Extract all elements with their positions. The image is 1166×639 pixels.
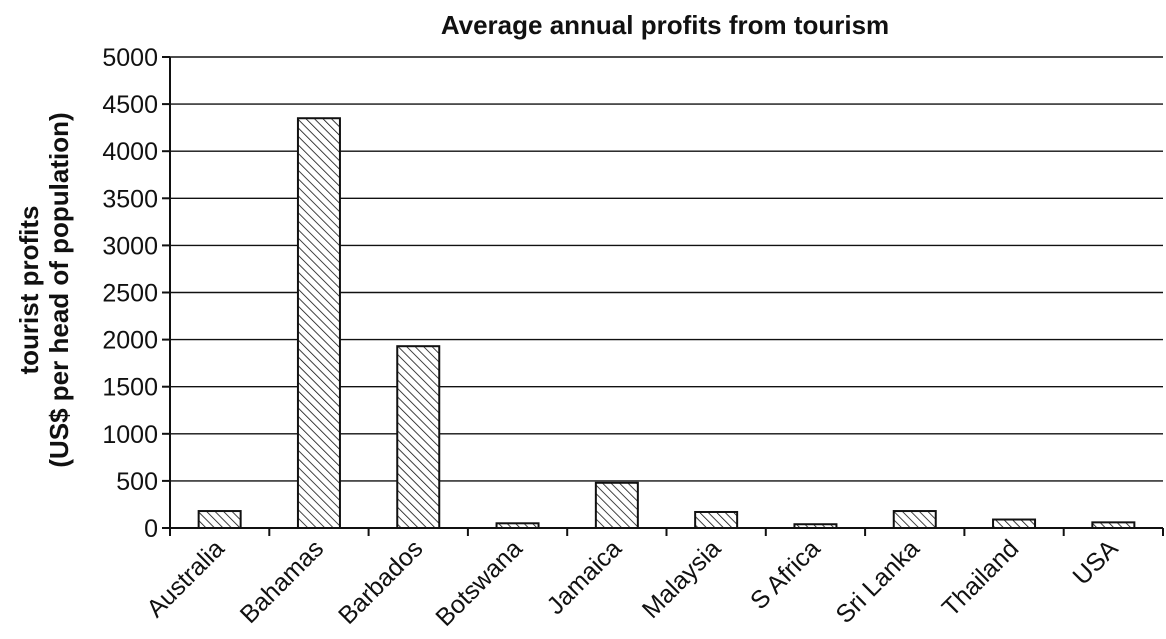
x-tick-label: Jamaica — [541, 534, 627, 620]
chart-title: Average annual profits from tourism — [441, 10, 889, 40]
y-tick-label: 1000 — [102, 421, 158, 449]
y-axis-ticks: 0 500 1000 1500 2000 2500 3000 3500 4000 4500 5000 — [102, 44, 170, 543]
y-tick-label: 5000 — [102, 44, 158, 72]
y-tick-label: 3000 — [102, 232, 158, 260]
bar-thailand — [992, 518, 1037, 529]
y-tick-label: 4500 — [102, 91, 158, 119]
y-tick-label: 1500 — [102, 374, 158, 402]
x-tick-label: S Africa — [745, 534, 826, 615]
x-axis-ticks: Australia Bahamas Barbados Botswana Jamaica M… — [141, 528, 1164, 632]
bar-sri-lanka — [892, 510, 937, 530]
y-axis-label-line-1: tourist profits — [14, 206, 44, 375]
bars — [197, 117, 1136, 530]
bar-bahamas — [296, 117, 341, 529]
y-tick-label: 500 — [116, 468, 158, 496]
x-tick-label: Thailand — [937, 534, 1025, 622]
y-tick-label: 2000 — [102, 327, 158, 355]
y-tick-label: 2500 — [102, 280, 158, 308]
x-tick-label: Australia — [141, 534, 230, 623]
y-tick-label: 3500 — [102, 185, 158, 213]
x-tick-label: Botswana — [430, 534, 528, 632]
x-tick-label: Sri Lanka — [831, 534, 926, 629]
bar-barbados — [396, 345, 441, 529]
x-tick-label: Malaysia — [637, 534, 727, 624]
y-axis-label-line-2: (US$ per head of population) — [44, 112, 74, 467]
y-axis-label: tourist profits (US$ per head of populat… — [14, 112, 74, 467]
bar-malaysia — [694, 510, 739, 529]
bar-jamaica — [594, 481, 639, 529]
y-tick-label: 0 — [144, 515, 158, 543]
x-tick-label: USA — [1067, 534, 1123, 590]
x-tick-label: Barbados — [333, 534, 428, 629]
bar-australia — [197, 510, 242, 530]
x-tick-label: Bahamas — [235, 534, 329, 628]
y-tick-label: 4000 — [102, 138, 158, 166]
